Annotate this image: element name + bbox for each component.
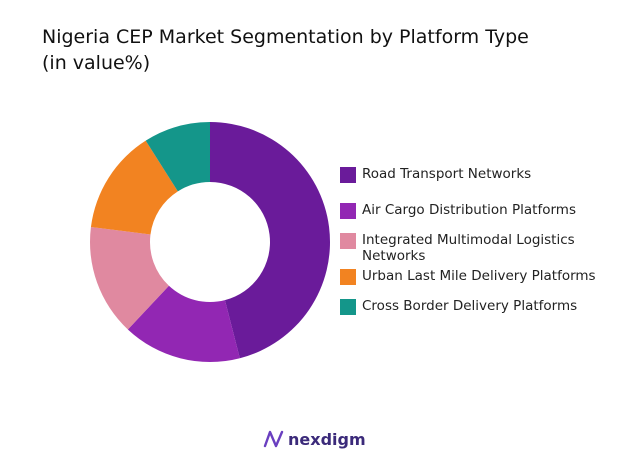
legend-swatch xyxy=(340,167,356,183)
donut-slice xyxy=(145,122,210,192)
legend-item: Integrated Multimodal Logistics Networks xyxy=(340,232,630,264)
legend-label: Integrated Multimodal Logistics Networks xyxy=(362,232,575,264)
legend-label: Urban Last Mile Delivery Platforms xyxy=(362,268,596,284)
legend-swatch xyxy=(340,233,356,249)
legend: Road Transport Networks Air Cargo Distrib… xyxy=(340,166,630,315)
legend-swatch xyxy=(340,299,356,315)
donut-slice xyxy=(210,122,331,359)
logo-icon xyxy=(263,430,284,448)
legend-label: Air Cargo Distribution Platforms xyxy=(362,202,576,218)
legend-swatch xyxy=(340,269,356,285)
chart-subtitle: (in value%) xyxy=(42,52,151,74)
legend-label: Road Transport Networks xyxy=(362,166,532,182)
legend-item: Road Transport Networks xyxy=(340,166,630,183)
logo: nexdigm xyxy=(262,428,366,450)
legend-item: Cross Border Delivery Platforms xyxy=(340,298,630,315)
logo-text: nexdigm xyxy=(288,429,366,449)
legend-item: Air Cargo Distribution Platforms xyxy=(340,202,630,219)
legend-item: Urban Last Mile Delivery Platforms xyxy=(340,268,630,285)
legend-label: Cross Border Delivery Platforms xyxy=(362,298,578,314)
donut-slice xyxy=(90,140,178,235)
chart-title: Nigeria CEP Market Segmentation by Platf… xyxy=(42,26,529,48)
donut-slice xyxy=(127,285,240,362)
donut-slice xyxy=(90,226,169,330)
legend-swatch xyxy=(340,203,356,219)
